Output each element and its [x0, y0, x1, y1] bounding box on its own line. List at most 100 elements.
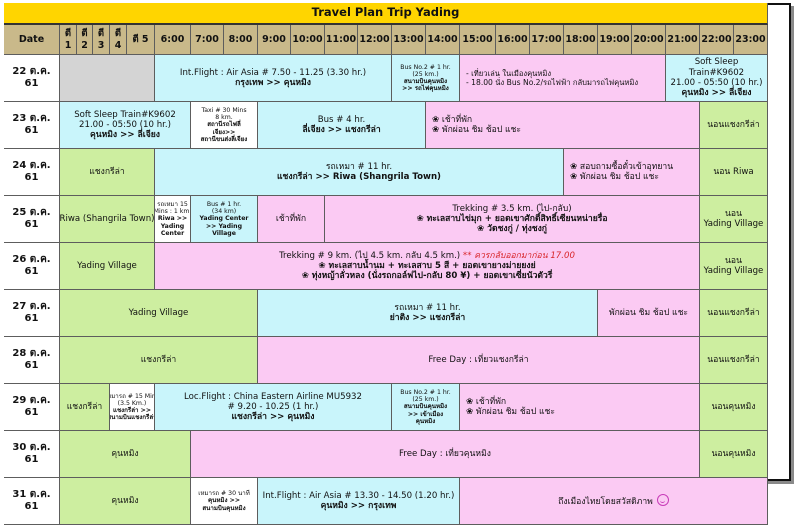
- activity-text: >> รถไฟคุนหมิง: [402, 85, 449, 93]
- activity-text: Soft Sleep Train#K9602: [74, 109, 176, 120]
- activity-cell: แชงกรีล่า: [60, 384, 110, 431]
- activity-text: นอน: [725, 255, 742, 266]
- activity-text: เหมารถ # 15 Mins: [110, 392, 154, 400]
- activity-text: นอนแชงกรีล่า: [707, 119, 760, 130]
- activity-cell: เหมารถ # 15 Mins(3.5 Km.)แชงกรีล่า >>สนา…: [110, 384, 155, 431]
- activity-cell: ❀ เช้าที่พัก ❀ พักผ่อน ชิม ช้อป แชะ: [460, 384, 700, 431]
- activity-text: คุนหมิง: [415, 417, 436, 425]
- activity-text: (3.5 Km.): [117, 399, 147, 407]
- activity-text: ❀ ทุ่งหญ้าลั่วหลง (นั่งรถกอล์ฟไป-กลับ 80…: [301, 271, 553, 282]
- activity-cell: แชงกรีล่า: [60, 337, 258, 384]
- activity-text: Bus # 1 hr.: [206, 201, 242, 209]
- activity-cell: Trekking # 3.5 km. (ไป-กลับ) ❀ ทะเลสาบไข่…: [325, 196, 700, 243]
- activity-text: รถเหมา # 11 hr.: [394, 302, 461, 313]
- activity-text: Yading: [160, 222, 185, 230]
- activity-text: ❀ สอบถามซื้อตั๋วเข้าอุทยาน: [570, 161, 674, 172]
- activity-cell: รถเหมา # 11 hr. แชงกรีล่า >> Riwa (Shangr…: [155, 149, 564, 196]
- header-hour: 11:00: [325, 25, 358, 55]
- activity-text: สถานีรถไฟลี่: [207, 121, 241, 129]
- activity-text: - 18.00 นั่ง Bus No.2/รถไฟฟ้า กลับมารถไฟ…: [466, 78, 639, 87]
- activity-text: นอน Riwa: [713, 166, 754, 177]
- activity-text: คุนหมิง: [111, 448, 139, 459]
- date-cell: 24 ต.ค. 61: [4, 149, 60, 196]
- activity-cell: Soft Sleep Train#K9602 21.00 - 05:50 (10 …: [60, 102, 191, 149]
- activity-text: แชงกรีล่า: [89, 166, 125, 177]
- activity-text: 8 km.: [215, 114, 233, 122]
- header-hour: 19:00: [598, 25, 632, 55]
- activity-text: ❀ ทะเลสาบน้ำนม + ทะเลสาบ 5 สี + ยอดเขายา…: [318, 260, 536, 271]
- activity-cell: นอน Riwa: [700, 149, 768, 196]
- activity-text: Loc.Flight : China Eastern Airline MU593…: [184, 391, 362, 402]
- activity-cell: ถึงเมืองไทยโดยสวัสดิภาพ: [460, 478, 768, 525]
- activity-cell: Soft Sleep Train#K9602 21.00 - 05:50 (10 h…: [666, 55, 768, 102]
- activity-text: สถานีขนส่งลี่เจียง: [200, 135, 248, 143]
- header-hour: ตี 4: [110, 25, 127, 55]
- header-hour: 13:00: [392, 25, 426, 55]
- activity-cell: Free Day : เที่ยวคุนหมิง: [191, 431, 700, 478]
- activity-cell: พักผ่อน ชิม ช้อป แชะ: [598, 290, 700, 337]
- activity-cell: [60, 55, 155, 102]
- activity-cell: Bus # 4 hr. ลี่เจียง >> แชงกรีล่า: [258, 102, 426, 149]
- activity-text: แชงกรีล่า: [140, 354, 177, 365]
- activity-text: Yading Village: [128, 307, 189, 318]
- activity-text: Center: [160, 229, 185, 237]
- activity-cell: เหมารถ # 30 นาที คุนหมิง >> สนามบินคุนหมิง: [191, 478, 258, 525]
- activity-text: Free Day : เที่ยวคุนหมิง: [399, 448, 491, 459]
- activity-cell: รถเหมา 15 Mins : 1 km. Riwa >> Yading Center: [155, 196, 191, 243]
- activity-text: แชงกรีล่า >> Riwa (Shangrila Town): [277, 172, 441, 182]
- header-hour: ตี 1: [60, 25, 77, 55]
- header-hour: 6:00: [155, 25, 191, 55]
- activity-text: รถเหมา 15: [157, 201, 188, 209]
- activity-text: 21.00 - 05:50 (10 hr.): [670, 78, 763, 88]
- activity-text: นอนคุนหมิง: [711, 448, 756, 459]
- activity-text: แชงกรีล่า >>: [112, 407, 152, 414]
- activity-text: Village: [212, 229, 236, 237]
- activity-cell: นอนแชงกรีล่า: [700, 102, 768, 149]
- activity-text: ❀ เช้าที่พัก: [466, 396, 507, 407]
- activity-text: Riwa (Shangrila Town): [60, 213, 155, 224]
- date-cell: 31 ต.ค. 61: [4, 478, 60, 525]
- page-title: Travel Plan Trip Yading: [4, 3, 768, 25]
- activity-text: Int.Flight : Air Asia # 13.30 - 14.50 (1…: [262, 490, 455, 501]
- activity-cell: นอนคุนหมิง: [700, 431, 768, 478]
- activity-text: ❀ พักผ่อน ชิม ช้อป แชะ: [466, 407, 556, 417]
- activity-text: Int.Flight : Air Asia # 7.50 - 11.25 (3.…: [179, 67, 367, 78]
- activity-text: >> Yading: [206, 222, 242, 230]
- activity-text: Free Day : เที่ยวแชงกรีล่า: [428, 354, 529, 365]
- activity-text: (34 km): [211, 208, 237, 216]
- activity-cell: Taxi # 30 Mins 8 km. สถานีรถไฟลี่ เจียง>> สถ…: [191, 102, 258, 149]
- activity-text: Yading Center: [199, 215, 249, 223]
- activity-text: Riwa >>: [157, 215, 188, 223]
- activity-cell: รถเหมา # 11 hr. ย่าติง >> แชงกรีล่า: [258, 290, 598, 337]
- header-hour: 10:00: [291, 25, 325, 55]
- header-hour: 22:00: [700, 25, 734, 55]
- date-cell: 23 ต.ค. 61: [4, 102, 60, 149]
- activity-cell: ❀ สอบถามซื้อตั๋วเข้าอุทยาน ❀ พักผ่อน ชิม …: [564, 149, 700, 196]
- activity-cell: นอน Yading Village: [700, 243, 768, 290]
- activity-cell: - เที่ยวเล่น ในเมืองคุนหมิง - 18.00 นั่ง …: [460, 55, 666, 102]
- activity-text: คุนหมิง: [111, 495, 139, 506]
- activity-cell: Int.Flight : Air Asia # 13.30 - 14.50 (1…: [258, 478, 460, 525]
- date-cell: 28 ต.ค. 61: [4, 337, 60, 384]
- activity-text: แชงกรีล่า >> คุนหมิง: [231, 412, 315, 423]
- activity-text: สนามบินแชงกรีล่า: [110, 414, 155, 422]
- activity-cell: Riwa (Shangrila Town): [60, 196, 155, 243]
- header-hour: ตี 5: [127, 25, 155, 55]
- date-cell: 29 ต.ค. 61: [4, 384, 60, 431]
- activity-text: ย่าติง >> แชงกรีล่า: [389, 313, 466, 323]
- activity-cell: นอนแชงกรีล่า: [700, 290, 768, 337]
- activity-text: Trekking # 9 km. (ไป 4.5 km. กลับ 4.5 km…: [279, 250, 461, 261]
- activity-text: สนามบินคุนหมิง: [202, 504, 246, 512]
- activity-cell: Trekking # 9 km. (ไป 4.5 km. กลับ 4.5 km…: [155, 243, 700, 290]
- activity-cell: แชงกรีล่า: [60, 149, 155, 196]
- date-cell: 25 ต.ค. 61: [4, 196, 60, 243]
- activity-cell: นอนคุนหมิง: [700, 384, 768, 431]
- activity-text: (25 km.): [412, 70, 439, 78]
- activity-text: Yading Village: [77, 260, 137, 271]
- activity-cell: Yading Village: [60, 290, 258, 337]
- activity-text: ถึงเมืองไทยโดยสวัสดิภาพ: [558, 494, 669, 507]
- activity-text: คุนหมิง >> ลี่เจียง: [89, 130, 160, 141]
- activity-cell: เช้าที่พัก: [258, 196, 325, 243]
- activity-cell: Int.Flight : Air Asia # 7.50 - 11.25 (3.…: [155, 55, 392, 102]
- activity-text: สนามบินคุนหมิง: [403, 78, 448, 85]
